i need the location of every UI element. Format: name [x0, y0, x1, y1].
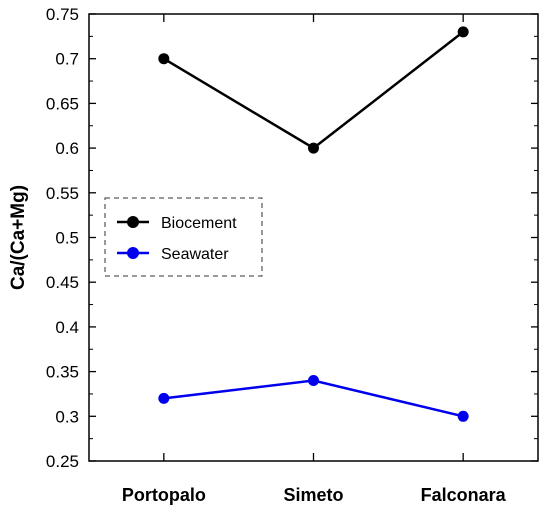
legend: Biocement Seawater: [104, 197, 263, 277]
data-point: [158, 392, 170, 404]
y-axis-title: Ca/(Ca+Mg): [8, 185, 29, 290]
data-point: [457, 26, 469, 38]
x-category-label: Falconara: [421, 485, 507, 505]
y-tick-label: 0.45: [46, 273, 79, 292]
data-point: [457, 410, 469, 422]
data-point: [308, 375, 319, 387]
y-axis-ticks: 0.25 0.3 0.35 0.4 0.45 0.5 0.55 0.6 0.65 0.7 0.75: [46, 5, 538, 471]
legend-marker: [127, 247, 139, 259]
y-tick-label: 0.3: [55, 407, 79, 426]
y-tick-label: 0.6: [55, 139, 79, 158]
legend-box: [104, 197, 263, 277]
y-tick-label: 0.4: [55, 318, 79, 337]
y-tick-label: 0.55: [46, 184, 79, 203]
legend-marker: [127, 216, 139, 228]
y-tick-label: 0.25: [46, 452, 79, 471]
y-tick-label: 0.75: [46, 5, 79, 24]
series-line: [163, 30, 464, 150]
x-axis-ticks: Portopalo Simeto Falconara: [122, 14, 507, 505]
plot-frame: [88, 13, 539, 462]
y-tick-label: 0.7: [55, 50, 79, 69]
series-biocement: [158, 26, 469, 154]
y-tick-label: 0.65: [46, 94, 79, 113]
series-seawater: [158, 375, 469, 422]
x-category-label: Portopalo: [122, 485, 206, 505]
x-category-label: Simeto: [283, 485, 343, 505]
legend-label: Seawater: [161, 246, 229, 263]
y-tick-label: 0.35: [46, 363, 79, 382]
legend-label: Biocement: [161, 215, 237, 232]
y-tick-label: 0.5: [55, 229, 79, 248]
data-point: [158, 53, 170, 65]
data-point: [308, 142, 319, 154]
series-layer: [158, 26, 469, 422]
